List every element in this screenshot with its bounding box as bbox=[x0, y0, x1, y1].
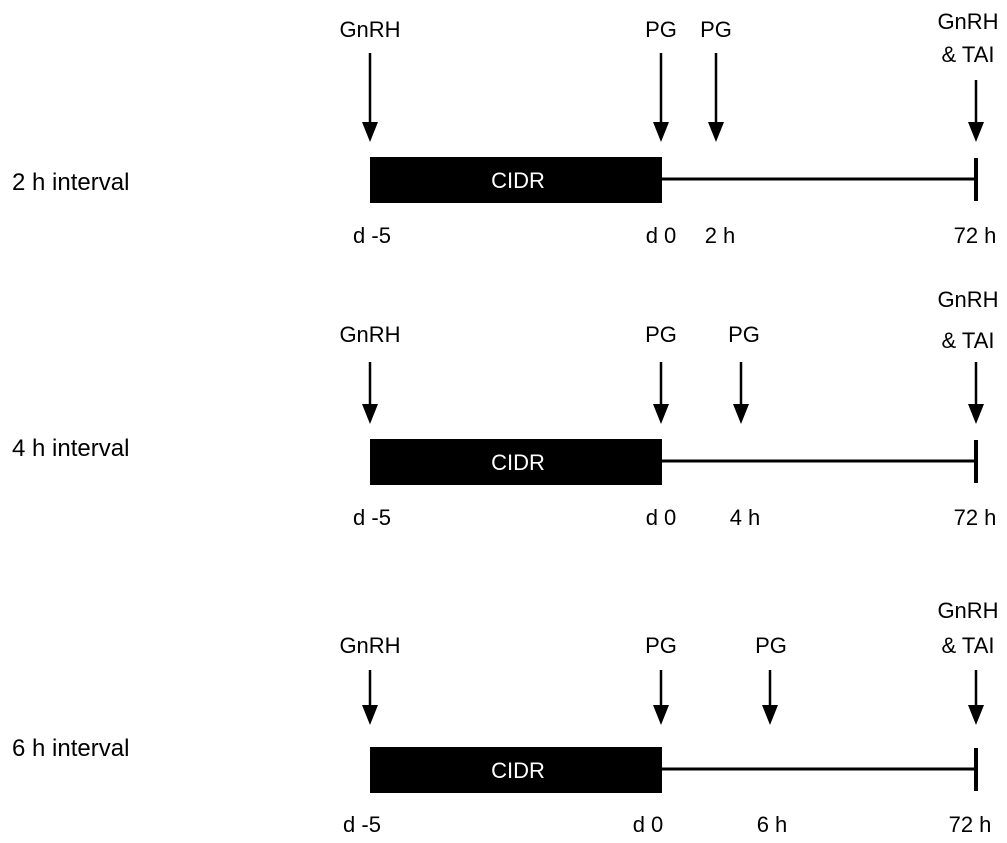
pg-second-arrow-icon bbox=[708, 53, 724, 142]
protocol-row-3: 6 h interval GnRH PG PG GnRH & TAI CIDR … bbox=[12, 598, 999, 837]
row-label: 4 h interval bbox=[12, 435, 129, 462]
tick-end: 72 h bbox=[949, 812, 992, 837]
cidr-bar bbox=[370, 747, 662, 793]
pg-first-arrow-icon bbox=[653, 362, 669, 424]
cidr-label: CIDR bbox=[491, 758, 545, 783]
row-label: 6 h interval bbox=[12, 735, 129, 762]
tick-start: d -5 bbox=[353, 505, 391, 530]
pg-first-arrow-icon bbox=[653, 670, 669, 725]
final-label-line2: & TAI bbox=[942, 328, 995, 353]
gnrh-label: GnRH bbox=[339, 633, 400, 658]
cidr-label: CIDR bbox=[491, 168, 545, 193]
pg-first-arrow-icon bbox=[653, 53, 669, 142]
protocol-row-1: 2 h interval GnRH PG PG GnRH & TAI CIDR … bbox=[12, 9, 999, 248]
row-label: 2 h interval bbox=[12, 169, 129, 196]
tick-start: d -5 bbox=[343, 812, 381, 837]
tick-pg-second: 2 h bbox=[705, 223, 736, 248]
tick-pg-first: d 0 bbox=[646, 505, 677, 530]
tick-end: 72 h bbox=[954, 505, 997, 530]
pg-second-label: PG bbox=[728, 322, 760, 347]
gnrh-label: GnRH bbox=[339, 17, 400, 42]
tick-end: 72 h bbox=[954, 223, 997, 248]
final-label-line2: & TAI bbox=[942, 633, 995, 658]
final-arrow-icon bbox=[968, 362, 984, 424]
pg-second-label: PG bbox=[755, 633, 787, 658]
final-label-line2: & TAI bbox=[942, 42, 995, 67]
final-label-line1: GnRH bbox=[937, 9, 998, 34]
pg-first-label: PG bbox=[645, 633, 677, 658]
gnrh-arrow-icon bbox=[362, 670, 378, 725]
tick-pg-second: 4 h bbox=[730, 505, 761, 530]
pg-second-label: PG bbox=[700, 17, 732, 42]
gnrh-label: GnRH bbox=[339, 322, 400, 347]
protocol-row-2: 4 h interval GnRH PG PG GnRH & TAI CIDR … bbox=[12, 287, 999, 530]
cidr-bar bbox=[370, 439, 662, 485]
pg-first-label: PG bbox=[645, 322, 677, 347]
final-arrow-icon bbox=[968, 670, 984, 725]
pg-second-arrow-icon bbox=[762, 670, 778, 725]
final-label-line1: GnRH bbox=[937, 287, 998, 312]
tick-pg-second: 6 h bbox=[757, 812, 788, 837]
cidr-label: CIDR bbox=[491, 450, 545, 475]
tick-start: d -5 bbox=[353, 223, 391, 248]
tick-pg-first: d 0 bbox=[646, 223, 677, 248]
tick-pg-first: d 0 bbox=[633, 812, 664, 837]
cidr-bar bbox=[370, 157, 662, 203]
final-arrow-icon bbox=[968, 80, 984, 142]
pg-first-label: PG bbox=[645, 17, 677, 42]
gnrh-arrow-icon bbox=[362, 53, 378, 142]
final-label-line1: GnRH bbox=[937, 598, 998, 623]
pg-second-arrow-icon bbox=[733, 362, 749, 424]
gnrh-arrow-icon bbox=[362, 362, 378, 424]
